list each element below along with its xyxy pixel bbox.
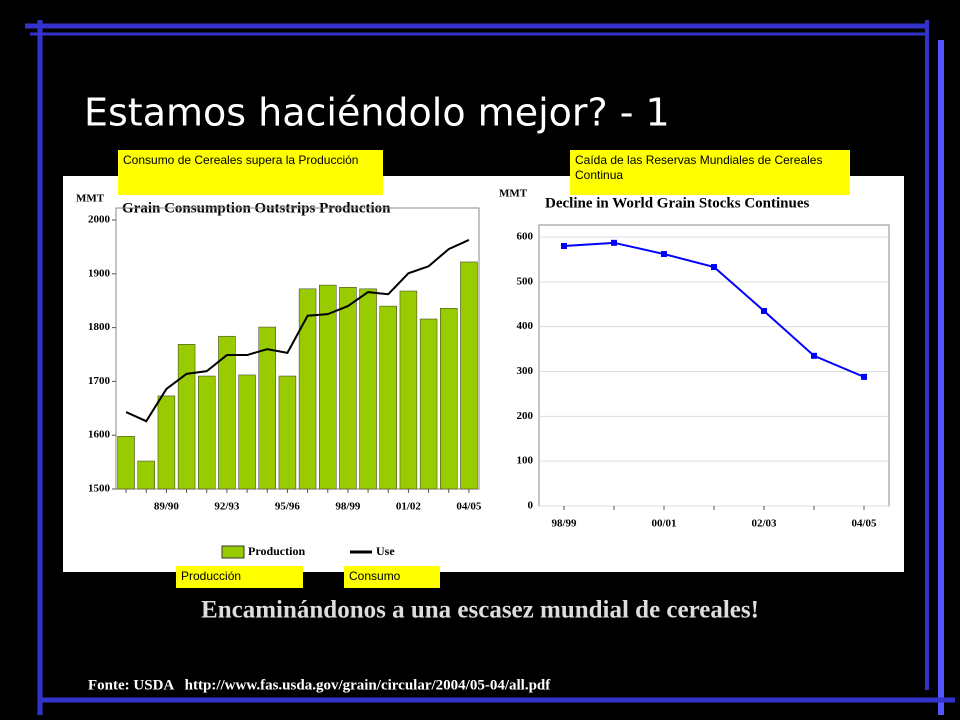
legend-label: Use: [376, 544, 395, 558]
marker: [761, 307, 767, 314]
x-tick-label: 02/03: [751, 518, 777, 530]
y-tick-label: 500: [517, 275, 534, 287]
x-tick-label: 89/90: [154, 501, 180, 513]
marker: [811, 352, 817, 359]
chart-title: Decline in World Grain Stocks Continues: [545, 195, 810, 211]
x-tick-label: 01/02: [396, 501, 422, 513]
x-tick-label: 95/96: [275, 501, 301, 513]
callout: Producción: [176, 566, 303, 588]
bar: [298, 288, 317, 490]
bar: [399, 290, 418, 490]
bar: [218, 335, 236, 490]
line: [125, 238, 470, 423]
bar: [137, 460, 155, 490]
y-tick-label: 1700: [88, 375, 111, 387]
bar: [359, 288, 377, 490]
y-tick-label: 1600: [88, 429, 111, 441]
legend-swatch: [221, 545, 245, 559]
plot-frame: [115, 207, 480, 490]
x-tick-label: 04/05: [851, 518, 877, 530]
x-tick-label: 00/01: [651, 518, 676, 530]
x-tick-label: 04/05: [456, 501, 482, 513]
bar: [258, 326, 276, 490]
bar: [177, 344, 196, 490]
marker: [661, 251, 667, 258]
y-tick-label: 1800: [88, 321, 111, 333]
y-tick-label: 400: [517, 320, 534, 332]
y-tick-label: 200: [517, 410, 534, 422]
y-axis-label: MMT: [76, 193, 105, 205]
bar: [460, 261, 478, 490]
bar: [440, 307, 458, 490]
callout: Consumo de Cereales supera la Producción: [118, 150, 383, 195]
bar: [198, 375, 216, 490]
bar: [379, 305, 397, 490]
y-tick-label: 2000: [88, 214, 111, 226]
x-tick-label: 98/99: [335, 501, 361, 513]
bar: [419, 318, 438, 490]
bar: [319, 284, 337, 490]
slide-title: Estamos haciéndolo mejor? - 1: [84, 91, 670, 135]
bar: [117, 436, 135, 490]
marker: [861, 373, 867, 380]
y-axis-label: MMT: [499, 188, 528, 200]
marker: [711, 264, 717, 271]
callout: Consumo: [344, 566, 440, 588]
source: Fonte: USDA http://www.fas.usda.gov/grai…: [88, 677, 551, 693]
y-tick-label: 100: [517, 455, 534, 467]
y-tick-label: 300: [517, 365, 534, 377]
bar: [238, 374, 256, 490]
callout: Caída de las Reservas Mundiales de Cerea…: [570, 150, 850, 195]
marker: [561, 242, 567, 249]
bar: [157, 395, 176, 490]
x-tick-label: 92/93: [214, 501, 240, 513]
y-tick-label: 600: [517, 231, 534, 243]
bar: [339, 287, 357, 490]
y-tick-label: 0: [528, 500, 534, 512]
headline: Encaminándonos a una escasez mundial de …: [201, 597, 759, 624]
y-tick-label: 1500: [88, 483, 111, 495]
marker: [611, 239, 617, 246]
x-tick-label: 98/99: [551, 518, 577, 530]
legend-label: Production: [248, 544, 305, 558]
bar: [278, 375, 297, 490]
y-tick-label: 1900: [88, 267, 111, 279]
